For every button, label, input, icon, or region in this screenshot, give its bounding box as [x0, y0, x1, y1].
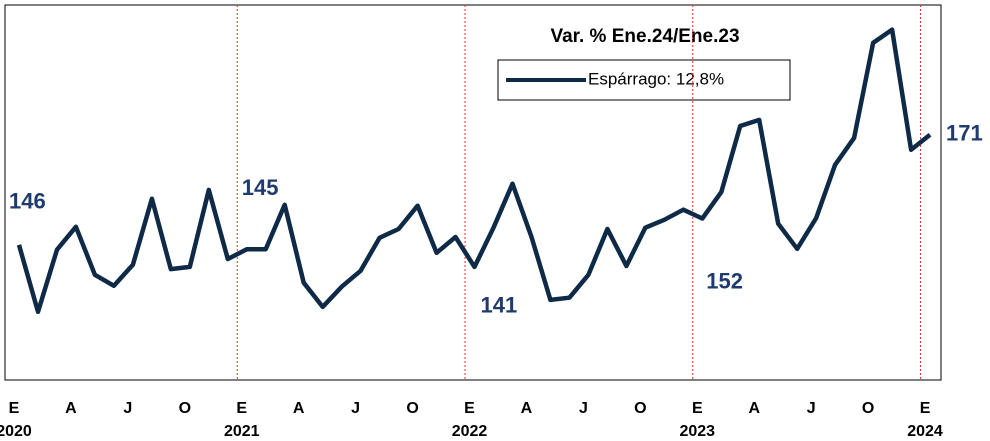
x-tick-label: J	[351, 400, 360, 417]
x-tick-label: O	[406, 400, 418, 417]
x-tick-label: O	[634, 400, 646, 417]
x-tick-label: E	[236, 400, 247, 417]
value-label: 171	[946, 121, 983, 146]
year-label: 2024	[907, 423, 943, 440]
x-tick-label: A	[521, 400, 533, 417]
value-label: 152	[706, 268, 743, 293]
line-series	[16, 27, 932, 315]
x-tick-label: A	[748, 400, 760, 417]
value-label: 146	[9, 189, 46, 214]
x-tick-label: J	[579, 400, 588, 417]
x-tick-label: E	[9, 400, 20, 417]
year-label: 2022	[452, 423, 488, 440]
value-label: 145	[242, 175, 279, 200]
legend-label: Espárrago: 12,8%	[588, 69, 724, 88]
x-tick-label: J	[807, 400, 816, 417]
chart-title: Var. % Ene.24/Ene.23	[550, 26, 739, 47]
x-tick-label: O	[179, 400, 191, 417]
year-label: 2023	[679, 423, 715, 440]
plot-frame	[4, 4, 942, 381]
x-tick-label: E	[920, 400, 931, 417]
x-tick-label: A	[65, 400, 77, 417]
x-tick-label: A	[293, 400, 305, 417]
year-label: 2020	[0, 423, 32, 440]
value-label: 141	[481, 293, 518, 318]
x-tick-label: E	[692, 400, 703, 417]
x-tick-label: E	[464, 400, 475, 417]
year-label: 2021	[224, 423, 260, 440]
x-tick-label: O	[862, 400, 874, 417]
x-tick-label: J	[123, 400, 132, 417]
